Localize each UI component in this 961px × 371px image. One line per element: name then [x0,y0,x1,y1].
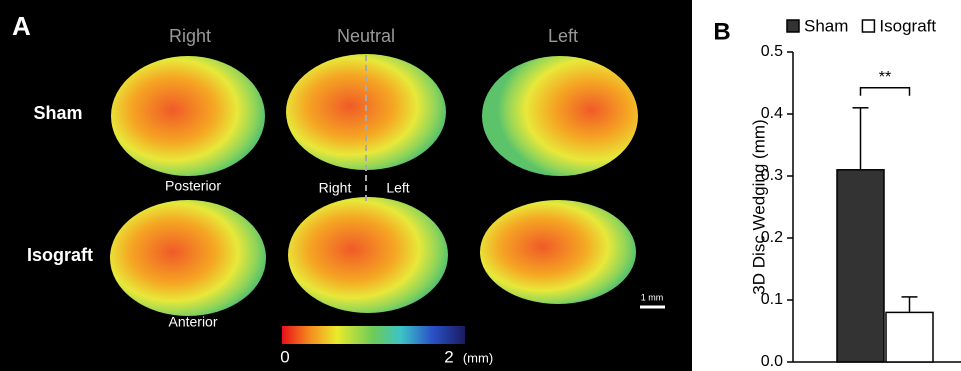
column-header: Left [548,26,578,46]
heatmap [111,56,265,176]
figure: A Right Neutral Left Sham Isograft Poste… [0,0,961,371]
heatmap [110,200,266,316]
heatmap [480,200,636,304]
y-tick-label: 0.1 [761,291,783,308]
legend-label: Sham [804,16,848,35]
y-tick-label: 0.2 [761,229,783,246]
legend-label: Isograft [879,16,936,35]
annotation: Right [319,180,352,196]
bar [837,170,884,362]
scale-bar-label: 1 mm [641,292,664,302]
legend-swatch [862,20,874,32]
panel-label: A [12,11,31,41]
y-tick-label: 0.3 [761,167,783,184]
annotation: Anterior [168,314,217,330]
annotation: Posterior [165,178,221,194]
significance-label: ** [879,69,891,86]
y-tick-label: 0.5 [761,43,783,60]
legend-swatch [787,20,799,32]
panel-a: A Right Neutral Left Sham Isograft Poste… [0,0,692,371]
colorbar [282,326,465,344]
heatmap [288,197,448,313]
heatmap [482,56,638,176]
column-header: Neutral [337,26,395,46]
colorbar-label: 2 [444,347,453,366]
row-label: Isograft [27,245,93,265]
annotation: Left [386,180,409,196]
colorbar-label: 0 [280,347,289,366]
column-header: Right [169,26,211,46]
colorbar-unit: (mm) [463,350,493,365]
y-tick-label: 0.4 [761,105,783,122]
row-label: Sham [33,103,82,123]
y-tick-label: 0.0 [761,353,783,370]
heatmap [286,54,446,170]
y-axis-label: 3D Disc Wedging (mm) [749,119,768,294]
bar [886,312,933,362]
panel-label: B [713,18,730,45]
